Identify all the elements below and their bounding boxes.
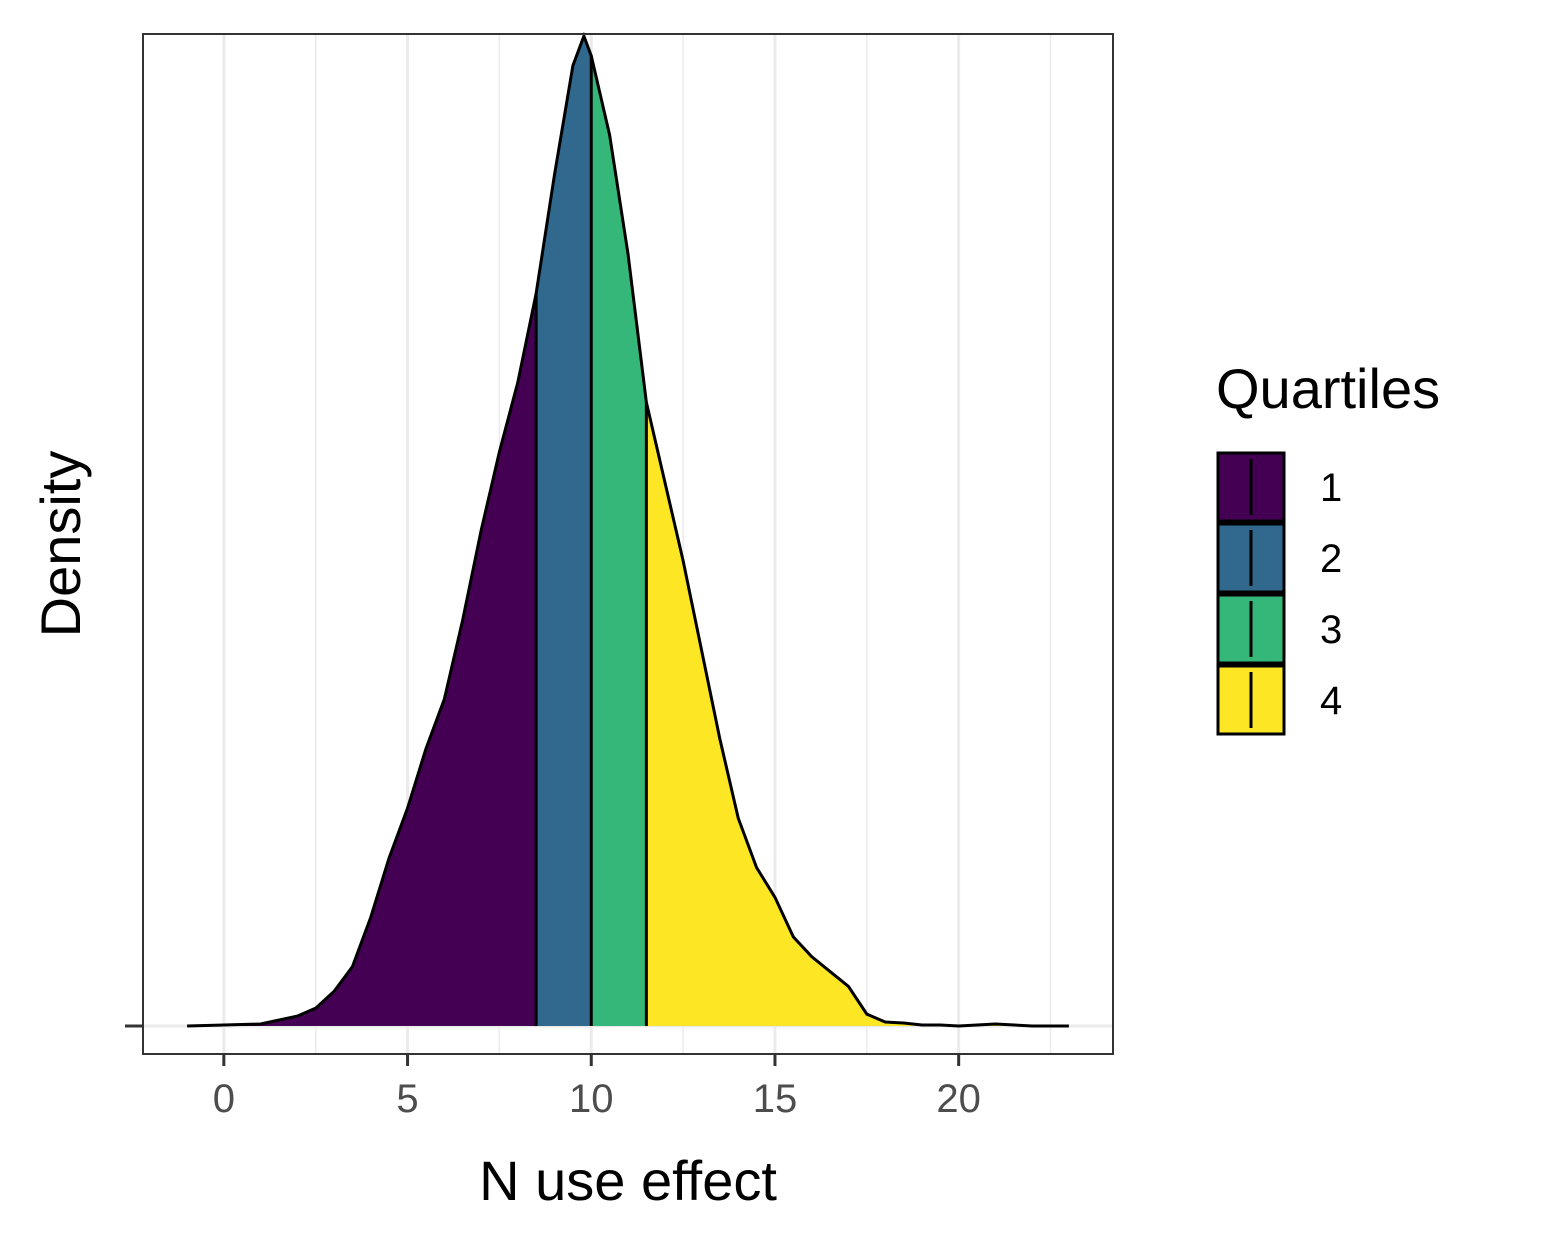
x-axis: 0 5 10 15 20	[125, 1024, 981, 1121]
quartile-dividers	[534, 55, 648, 1026]
x-tick-label: 10	[569, 1077, 614, 1121]
x-tick-label: 0	[213, 1077, 235, 1121]
quartile-4-area	[646, 402, 1069, 1026]
x-tick-label: 15	[753, 1077, 798, 1121]
x-axis-title: N use effect	[479, 1149, 777, 1212]
density-curve	[187, 31, 1069, 1028]
quartile-1-area	[187, 293, 537, 1026]
x-tick-label: 20	[936, 1077, 981, 1121]
quartile-2-area	[536, 36, 592, 1026]
x-tick-label: 5	[396, 1077, 418, 1121]
y-axis-title: Density	[29, 451, 92, 638]
legend-label-3: 3	[1320, 608, 1342, 652]
plot-border	[142, 33, 1114, 1055]
legend-label-1: 1	[1320, 466, 1342, 510]
legend-title: Quartiles	[1216, 357, 1440, 420]
legend-label-4: 4	[1320, 679, 1342, 723]
legend: Quartiles 1 2 3 4	[1216, 357, 1440, 736]
legend-label-2: 2	[1320, 537, 1342, 581]
